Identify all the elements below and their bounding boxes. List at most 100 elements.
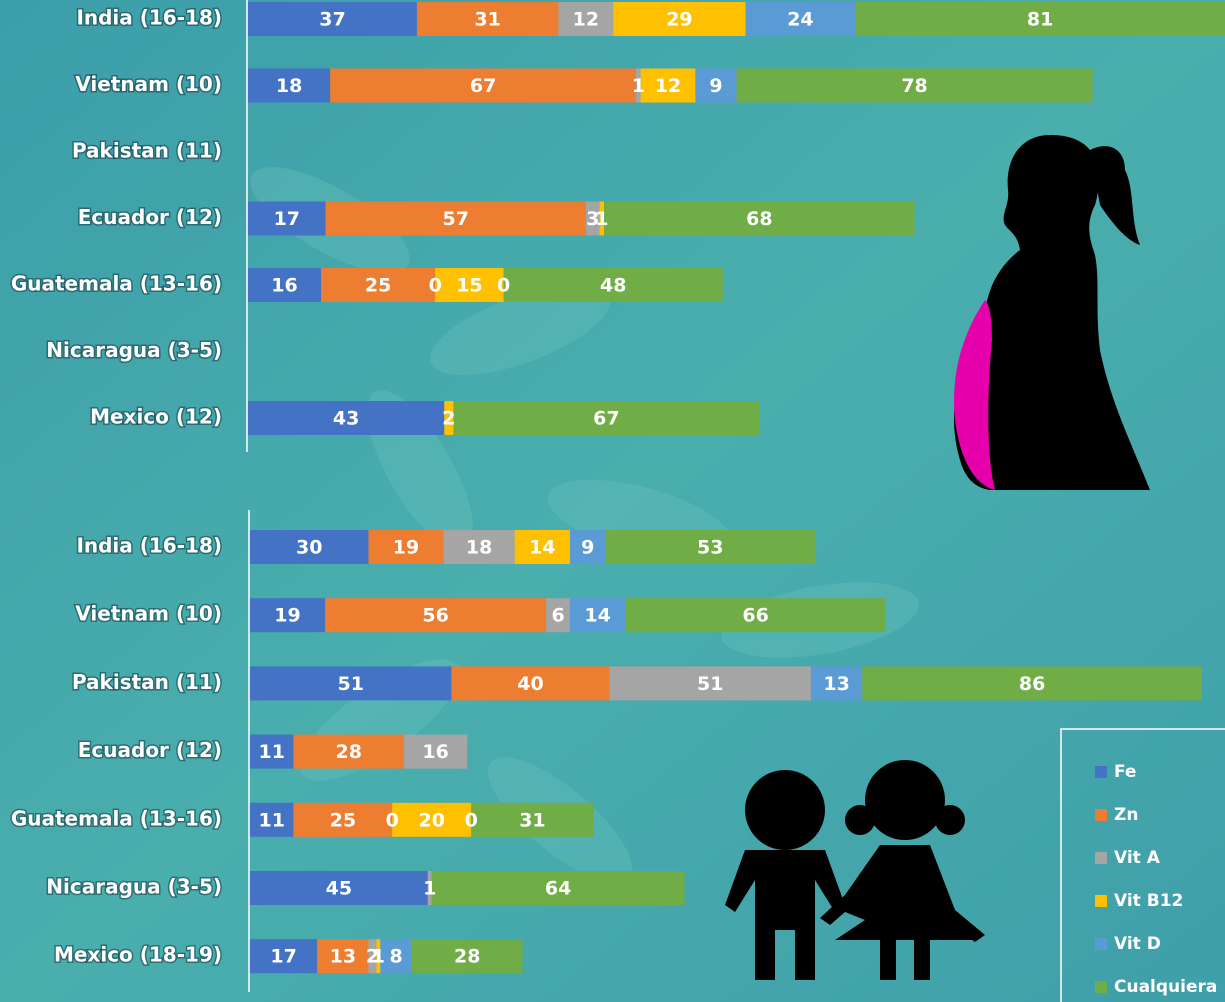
bar-segment [250, 871, 428, 905]
data-label: 1 [423, 878, 436, 900]
data-label: 0 [429, 275, 442, 297]
data-label: 45 [326, 878, 352, 900]
legend-swatch [1095, 766, 1107, 778]
bar-segment [471, 802, 594, 837]
data-label: 24 [787, 9, 813, 31]
bar-segment [368, 530, 444, 564]
bar-segment [404, 734, 468, 769]
data-label: 1 [632, 75, 645, 97]
bar-segment [321, 268, 436, 302]
bar-segment [431, 871, 685, 905]
data-label: 57 [443, 208, 469, 230]
data-label: 8 [390, 946, 403, 968]
category-label: Nicaragua (3-5) [46, 875, 222, 899]
data-label: 56 [422, 605, 448, 627]
category-label: Vietnam (10) [75, 602, 222, 626]
bar-segment [325, 598, 547, 633]
bar-segment [325, 201, 586, 236]
bar-segment [250, 666, 452, 701]
bar-segment [444, 401, 454, 435]
data-label: 18 [276, 75, 302, 97]
data-label: 25 [365, 275, 391, 297]
bar-segment [585, 201, 600, 236]
legend-label: Zn [1114, 805, 1138, 825]
bar-segment [745, 2, 856, 36]
category-label: Nicaragua (3-5) [46, 338, 222, 362]
category-label: Ecuador (12) [78, 205, 222, 229]
category-label: Pakistan (11) [72, 139, 222, 163]
data-label: 6 [551, 605, 564, 627]
data-label: 18 [466, 537, 492, 559]
bar-segment [435, 268, 504, 302]
bar-segment [453, 401, 760, 435]
data-label: 78 [901, 75, 927, 97]
data-label: 14 [584, 605, 610, 627]
category-label: Guatemala (13-16) [11, 272, 222, 296]
data-label: 16 [422, 741, 448, 763]
data-label: 51 [338, 673, 364, 695]
data-label: 67 [593, 408, 619, 430]
data-label: 9 [709, 75, 722, 97]
data-label: 11 [258, 809, 284, 831]
bar-segment [376, 939, 381, 974]
legend-swatch [1095, 809, 1107, 821]
data-label: 28 [336, 741, 362, 763]
data-label: 31 [474, 9, 500, 31]
data-label: 14 [529, 537, 555, 559]
bar-segment [250, 939, 318, 974]
data-label: 3 [586, 208, 599, 230]
legend-swatch [1095, 938, 1107, 950]
data-label: 29 [666, 9, 692, 31]
data-label: 51 [697, 673, 723, 695]
bar-segment [625, 598, 886, 633]
bar-segment [380, 939, 412, 974]
category-label: Mexico (18-19) [54, 943, 222, 967]
bar-segment [248, 201, 326, 236]
data-label: 15 [456, 275, 482, 297]
bar-segment [604, 201, 915, 236]
data-label: 19 [274, 605, 300, 627]
data-label: 12 [655, 75, 681, 97]
data-label: 1 [595, 208, 608, 230]
legend-swatch [1095, 895, 1107, 907]
data-label: 11 [258, 741, 284, 763]
category-label: Vietnam (10) [75, 72, 222, 96]
legend-label: Vit A [1114, 848, 1161, 868]
bar-segment [443, 530, 515, 564]
bar-segment [248, 68, 331, 103]
data-label: 66 [742, 605, 768, 627]
data-label: 2 [442, 408, 455, 430]
data-label: 2 [366, 946, 379, 968]
bar-segment [248, 268, 322, 302]
data-label: 37 [319, 9, 345, 31]
data-label: 81 [1027, 9, 1053, 31]
bar-segment [810, 666, 863, 701]
data-label: 19 [393, 537, 419, 559]
legend-swatch [1095, 981, 1107, 993]
data-label: 25 [330, 809, 356, 831]
data-label: 17 [274, 208, 300, 230]
children-silhouette [725, 760, 985, 980]
data-label: 12 [573, 9, 599, 31]
bar-segment [293, 734, 405, 769]
bar-segment [392, 802, 472, 837]
data-label: 9 [581, 537, 594, 559]
data-label: 16 [271, 275, 297, 297]
legend-swatch [1095, 852, 1107, 864]
data-label: 40 [517, 673, 543, 695]
bar-segment [416, 2, 559, 36]
data-label: 67 [470, 75, 496, 97]
data-label: 1 [372, 946, 385, 968]
legend-label: Vit D [1114, 934, 1161, 954]
data-label: 0 [497, 275, 510, 297]
data-label: 64 [545, 878, 571, 900]
bar-segment [605, 530, 815, 564]
data-label: 20 [418, 809, 444, 831]
bar-segment [862, 666, 1202, 701]
bar-segment [503, 268, 723, 302]
bar-segment [427, 871, 432, 905]
legend-label: Vit B12 [1114, 891, 1183, 911]
bar-segment [368, 939, 377, 974]
category-label: Guatemala (13-16) [11, 806, 222, 830]
